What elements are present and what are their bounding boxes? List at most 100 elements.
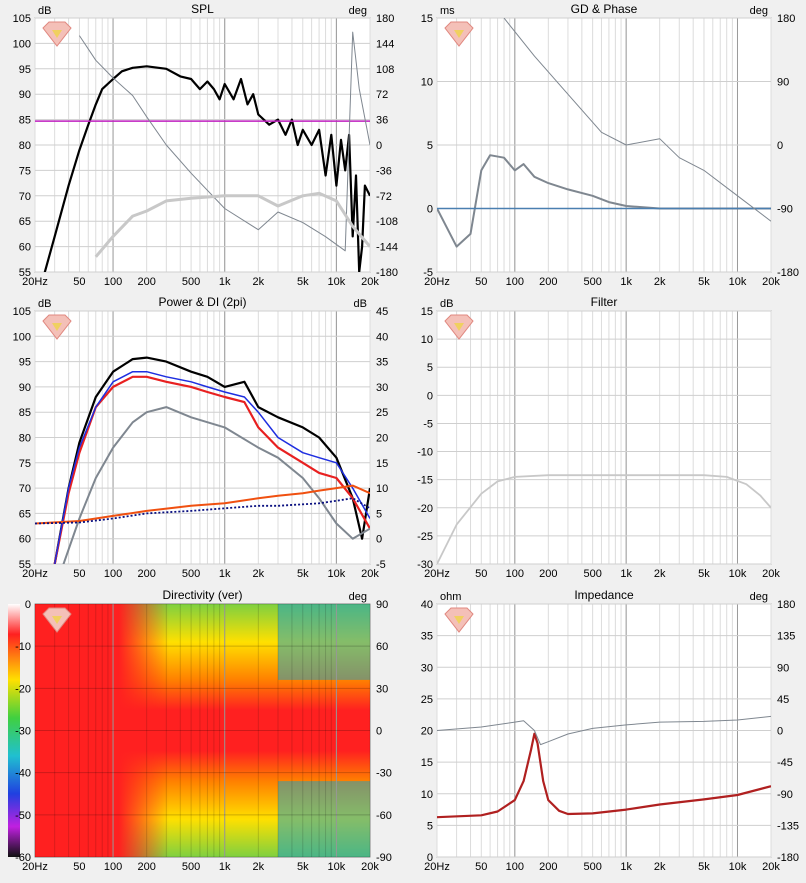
series-di (35, 484, 370, 525)
xtick: 100 (506, 861, 524, 873)
ytick-left: -15 (417, 475, 433, 487)
ytick-right: 20 (376, 433, 388, 445)
ytick-left: -5 (423, 267, 433, 279)
directivity-hf-top (277, 604, 370, 680)
ytick-left: 95 (19, 64, 31, 76)
ytick-right: 45 (376, 306, 388, 318)
logo-icon-inner (52, 616, 62, 624)
xtick: 50 (73, 568, 85, 580)
ytick-left: 0 (25, 599, 31, 611)
ytick-left: 5 (427, 362, 433, 374)
ytick-left: 10 (421, 789, 433, 801)
ytick-right: 36 (376, 115, 388, 127)
ytick-left: 85 (19, 407, 31, 419)
ytick-right: 30 (376, 382, 388, 394)
xtick: 1k (620, 568, 632, 580)
xtick: 200 (137, 568, 155, 580)
chart-impedance: 0 5 10 15 20 25 30 35 40 -180 -135 -90 -45 0 45 90 135 18… (421, 588, 799, 873)
unit-left: dB (440, 298, 453, 310)
xtick: 50 (73, 861, 85, 873)
chart-spl: 55 60 65 70 75 80 85 90 95 100 105 -180 -144 -108 -72 -… (13, 2, 398, 288)
ytick-right: -144 (376, 242, 398, 254)
ytick-left: 40 (421, 599, 433, 611)
ytick-right: 180 (777, 13, 795, 25)
ytick-right: -90 (376, 852, 392, 864)
xtick: 100 (506, 276, 524, 288)
xtick: 500 (583, 276, 601, 288)
plot-area (436, 310, 772, 565)
ytick-left: 65 (19, 216, 31, 228)
ytick-right: 72 (376, 89, 388, 101)
ytick-left: 20 (421, 726, 433, 738)
xtick: 500 (583, 861, 601, 873)
ytick-left: 90 (19, 89, 31, 101)
series-off-axis (94, 191, 370, 258)
ytick-left: -10 (15, 641, 31, 653)
series-phase (437, 715, 771, 746)
xtick: 2k (253, 861, 265, 873)
ytick-left: -20 (417, 503, 433, 515)
xtick: 5k (297, 861, 309, 873)
ytick-right: 144 (376, 38, 394, 50)
colorbar (8, 604, 20, 857)
ytick-right: 0 (777, 726, 783, 738)
xtick: 20Hz (22, 861, 48, 873)
logo-icon-inner (454, 616, 464, 624)
ytick-right: 0 (376, 726, 382, 738)
ytick-left: 80 (19, 433, 31, 445)
ytick-right: 5 (376, 508, 382, 520)
xtick: 100 (104, 276, 122, 288)
directivity-hf-bottom (277, 781, 370, 857)
ytick-left: -30 (417, 559, 433, 571)
xtick: 20k (361, 276, 379, 288)
ytick-left: 75 (19, 458, 31, 470)
ytick-right: -108 (376, 216, 398, 228)
xtick: 100 (104, 861, 122, 873)
series-filter (437, 474, 771, 564)
ytick-right: -90 (777, 204, 793, 216)
logo-icon-inner (454, 30, 464, 38)
ytick-right: 60 (376, 641, 388, 653)
xtick: 50 (475, 276, 487, 288)
unit-right: deg (750, 591, 768, 603)
ytick-left: 55 (19, 267, 31, 279)
ytick-right: -90 (777, 789, 793, 801)
ytick-left: 75 (19, 165, 31, 177)
xtick: 5k (698, 568, 710, 580)
ytick-right: 90 (777, 662, 789, 674)
xtick: 1k (620, 276, 632, 288)
xtick: 500 (182, 276, 200, 288)
xtick: 2k (654, 276, 666, 288)
ytick-right: 180 (777, 599, 795, 611)
ytick-left: 0 (427, 204, 433, 216)
xtick: 20k (361, 861, 379, 873)
ytick-right: 0 (376, 534, 382, 546)
ytick-left: 65 (19, 508, 31, 520)
ytick-right: -135 (777, 820, 799, 832)
series-spl-on-axis (43, 65, 370, 272)
xtick: 1k (620, 861, 632, 873)
xtick: 20Hz (22, 276, 48, 288)
ytick-right: -180 (376, 267, 398, 279)
xtick: 5k (297, 568, 309, 580)
ytick-right: 45 (777, 694, 789, 706)
xtick: 5k (297, 276, 309, 288)
ytick-right: 10 (376, 483, 388, 495)
series-sound-power (53, 370, 370, 564)
series-gd-tail (503, 18, 771, 222)
ytick-left: 5 (427, 140, 433, 152)
ytick-left: 25 (421, 694, 433, 706)
xtick: 5k (698, 276, 710, 288)
ytick-right: 90 (376, 599, 388, 611)
ytick-left: 60 (19, 534, 31, 546)
ytick-right: -180 (777, 267, 799, 279)
logo-icon-inner (52, 323, 62, 331)
xtick: 200 (539, 276, 557, 288)
ytick-right: -5 (376, 559, 386, 571)
xtick: 500 (182, 568, 200, 580)
xtick: 200 (137, 861, 155, 873)
xtick: 20Hz (424, 276, 450, 288)
unit-left: ohm (440, 591, 461, 603)
ytick-right: -60 (376, 810, 392, 822)
unit-left: ms (440, 5, 455, 17)
